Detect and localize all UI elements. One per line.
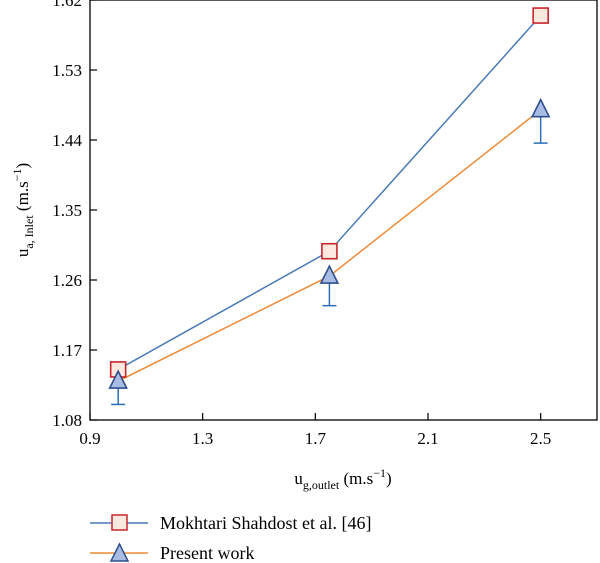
data-point-triangle [319, 264, 340, 284]
ticks-layer: 0.9 1.3 1.7 2.1 2.5 1.08 1.17 1.26 1.35 1.44 1.53 1… [52, 0, 551, 448]
x-axis-title-sub: g,outlet [303, 478, 340, 492]
x-tick-label: 1.3 [192, 429, 213, 448]
legend: Mokhtari Shahdost et al. [46] Present wo… [90, 513, 371, 563]
series-layer [108, 7, 551, 406]
x-axis-title-base: u [294, 469, 303, 488]
x-tick-label: 1.7 [305, 429, 327, 448]
x-tick-label: 0.9 [79, 429, 100, 448]
legend-item-present-work: Present work [90, 542, 254, 563]
data-point-triangle [108, 369, 128, 389]
y-axis-title: ua, Inlet (m.s−1) [10, 163, 36, 257]
legend-marker-square [111, 514, 128, 531]
data-point-square [321, 242, 338, 260]
x-axis-title: ug,outlet (m.s−1) [294, 466, 391, 492]
y-axis-title-base: u [13, 248, 32, 257]
y-tick-label: 1.35 [52, 201, 82, 220]
y-tick-label: 1.08 [52, 411, 82, 430]
x-tick-label: 2.5 [530, 429, 551, 448]
x-axis-title-unit: (m.s [339, 469, 373, 488]
x-tick-label: 2.1 [417, 429, 438, 448]
series-markers [108, 7, 551, 389]
y-tick-label: 1.26 [52, 271, 82, 290]
legend-label-mokhtari: Mokhtari Shahdost et al. [46] [160, 513, 371, 533]
y-tick-label: 1.62 [52, 0, 82, 10]
data-point-triangle [530, 97, 551, 118]
x-axis-title-sup: −1 [373, 466, 386, 480]
series-line-0 [117, 15, 542, 371]
y-axis-title-sub: a, Inlet [22, 215, 36, 249]
y-axis-title-close: ) [13, 163, 32, 169]
y-tick-label: 1.44 [52, 131, 82, 150]
y-tick-label: 1.17 [52, 341, 82, 360]
x-axis-title-close: ) [386, 469, 392, 488]
y-axis-title-sup: −1 [10, 169, 24, 182]
y-axis-title-unit: (m.s [13, 181, 32, 215]
data-point-square [532, 7, 549, 24]
legend-item-mokhtari: Mokhtari Shahdost et al. [46] [90, 513, 371, 533]
y-tick-label: 1.53 [52, 61, 82, 80]
legend-marker-triangle [109, 542, 130, 562]
legend-label-present-work: Present work [160, 543, 254, 563]
series-lines [117, 15, 542, 382]
